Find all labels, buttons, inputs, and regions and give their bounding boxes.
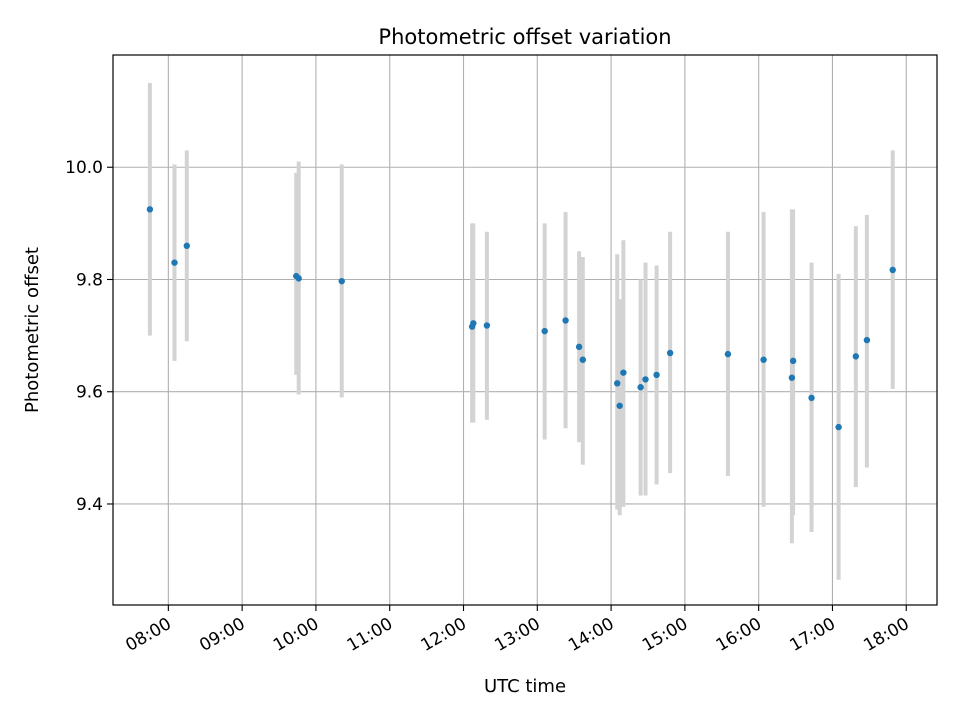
y-tick-label: 9.4 [76, 495, 103, 515]
data-point [724, 350, 732, 358]
data-point [562, 317, 569, 324]
x-tick-label: 13:00 [491, 614, 543, 656]
data-point [863, 336, 871, 344]
data-point [653, 371, 660, 379]
data-point [835, 423, 842, 431]
data-point [620, 369, 627, 376]
data-point [295, 275, 302, 282]
data-point [889, 266, 896, 274]
data-point [575, 343, 583, 351]
x-tick-label: 09:00 [196, 614, 248, 656]
data-point [666, 349, 674, 357]
data-points [146, 206, 896, 431]
data-point [614, 380, 621, 387]
y-tick-label: 9.8 [76, 270, 103, 290]
y-axis-ticks: 9.4 9.6 9.8 10.0 [65, 158, 113, 515]
data-point [637, 384, 644, 391]
data-point [470, 320, 477, 327]
data-point [788, 374, 796, 381]
x-tick-label: 18:00 [860, 614, 912, 656]
x-axis-ticks: 08:00 09:00 10:00 11:00 12:00 13:00 14:00 15:00… [122, 605, 913, 656]
data-point [541, 327, 548, 335]
data-point [483, 322, 491, 329]
x-tick-label: 17:00 [787, 614, 839, 656]
data-point [171, 259, 178, 266]
data-point [760, 356, 767, 363]
x-tick-label: 11:00 [344, 614, 396, 656]
data-point [808, 394, 815, 402]
data-point [642, 376, 649, 383]
x-tick-label: 08:00 [122, 614, 174, 656]
data-point [338, 277, 345, 285]
x-tick-label: 10:00 [270, 614, 322, 656]
error-bars [147, 83, 895, 580]
y-axis-label: Photometric offset [22, 247, 43, 413]
x-tick-label: 14:00 [565, 614, 617, 656]
data-point [183, 242, 190, 250]
y-tick-label: 9.6 [76, 383, 103, 403]
y-tick-label: 10.0 [65, 158, 103, 178]
data-point [146, 206, 154, 213]
x-tick-label: 16:00 [713, 614, 765, 656]
data-point [616, 402, 623, 409]
x-axis-label: UTC time [484, 676, 566, 697]
x-tick-label: 15:00 [639, 614, 691, 656]
plot-frame [112, 54, 938, 606]
x-tick-label: 12:00 [418, 614, 470, 656]
data-point [579, 356, 587, 363]
chart-title: Photometric offset variation [378, 25, 671, 49]
grid-lines [113, 55, 937, 605]
data-point [852, 353, 860, 360]
data-point [789, 357, 797, 365]
